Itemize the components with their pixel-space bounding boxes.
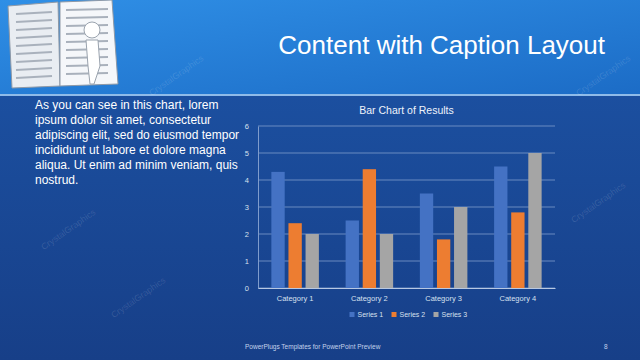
y-axis: 0 1 2 3 4 5 6 <box>245 122 259 293</box>
book-line <box>16 44 52 46</box>
book-line <box>16 12 52 14</box>
y-tick: 1 <box>245 257 258 266</box>
bar <box>420 194 433 289</box>
y-tick-label: 0 <box>245 284 249 293</box>
grid-line <box>258 288 555 289</box>
book-line <box>16 76 52 78</box>
book-line <box>16 36 52 38</box>
watermark: CrystalGraphics <box>109 275 168 320</box>
book-line <box>16 20 52 22</box>
legend-label: Series 2 <box>400 311 426 318</box>
bar <box>494 167 507 289</box>
grid-line <box>258 180 555 181</box>
bars <box>271 153 541 288</box>
y-tick-label: 4 <box>245 176 249 185</box>
body-background <box>0 0 640 360</box>
y-tick: 6 <box>245 122 258 131</box>
y-tick: 0 <box>245 284 258 293</box>
legend-label: Series 1 <box>358 311 384 318</box>
y-tick: 2 <box>245 230 258 239</box>
bar <box>511 212 524 288</box>
figure-body <box>86 40 100 84</box>
series-bars <box>306 153 542 288</box>
footer: PowerPlugs Templates for PowerPoint Prev… <box>245 343 381 351</box>
slide-title: Content with Caption Layout <box>278 30 605 60</box>
x-tick: Category 3 <box>425 288 462 303</box>
bar <box>454 207 467 288</box>
grid-line <box>258 126 555 127</box>
grid <box>258 126 555 288</box>
x-tick-label: Category 1 <box>277 294 314 303</box>
caption: As you can see in this chart, lorem ipsu… <box>35 98 241 188</box>
page-number: 8 <box>604 343 608 350</box>
chart: Bar Chart of Results0123456Category 1Cat… <box>245 104 556 318</box>
header-rule <box>0 94 640 96</box>
book-line <box>16 60 52 62</box>
header-band <box>0 0 640 94</box>
grid-line <box>258 153 555 154</box>
y-tick: 5 <box>245 149 258 158</box>
y-tick-label: 2 <box>245 230 249 239</box>
grid-line <box>258 234 555 235</box>
page: {"slide": {"title": "Content with Captio… <box>0 0 640 360</box>
x-axis-line <box>259 288 556 289</box>
legend-item: Series 2 <box>392 311 426 318</box>
legend-label: Series 3 <box>442 311 468 318</box>
x-axis: Category 1 Category 2 Category 3 Category 4 <box>259 288 556 303</box>
watermark: CrystalGraphics <box>569 180 628 225</box>
y-tick-label: 3 <box>245 203 249 212</box>
x-tick: Category 2 <box>351 288 388 303</box>
y-tick-label: 5 <box>245 149 249 158</box>
book-icon <box>8 0 118 88</box>
bar <box>306 234 319 288</box>
book-page-right <box>60 0 118 86</box>
book-line <box>66 9 108 10</box>
book-line <box>66 73 108 74</box>
slide-canvas: CrystalGraphicsCrystalGraphicsCrystalGra… <box>0 0 640 360</box>
y-tick-label: 6 <box>245 122 249 131</box>
book-page-left <box>8 2 60 88</box>
book-line <box>16 28 52 30</box>
legend-item: Series 1 <box>350 311 384 318</box>
slide: CrystalGraphicsCrystalGraphicsCrystalGra… <box>0 0 640 360</box>
legend-swatch <box>350 312 355 317</box>
legend-item: Series 3 <box>434 311 468 318</box>
bar <box>346 221 359 289</box>
legend: Series 1 Series 2 Series 3 <box>350 311 468 318</box>
watermark: CrystalGraphics <box>39 207 98 252</box>
grid-line <box>258 261 555 262</box>
book-line <box>16 68 52 70</box>
grid-line <box>258 207 555 208</box>
bar <box>288 223 301 288</box>
y-axis-line <box>258 127 259 289</box>
x-tick: Category 4 <box>500 288 537 303</box>
legend-swatch <box>434 312 439 317</box>
chart-title: Bar Chart of Results <box>359 104 454 116</box>
series-bars <box>271 167 507 289</box>
book-line <box>66 17 108 18</box>
x-tick: Category 1 <box>277 288 314 303</box>
x-tick-label: Category 3 <box>425 294 462 303</box>
figure-head <box>84 22 100 38</box>
bar <box>380 234 393 288</box>
bar <box>528 153 541 288</box>
book-line <box>66 65 108 66</box>
book-line <box>16 52 52 54</box>
y-tick-label: 1 <box>245 257 249 266</box>
bar <box>271 172 284 288</box>
series-bars <box>288 169 524 288</box>
x-tick-label: Category 2 <box>351 294 388 303</box>
bar <box>437 239 450 288</box>
watermark: CrystalGraphics <box>147 53 206 98</box>
y-tick: 3 <box>245 203 258 212</box>
legend-swatch <box>392 312 397 317</box>
y-tick: 4 <box>245 176 258 185</box>
bar <box>363 169 376 288</box>
x-tick-label: Category 4 <box>500 294 537 303</box>
